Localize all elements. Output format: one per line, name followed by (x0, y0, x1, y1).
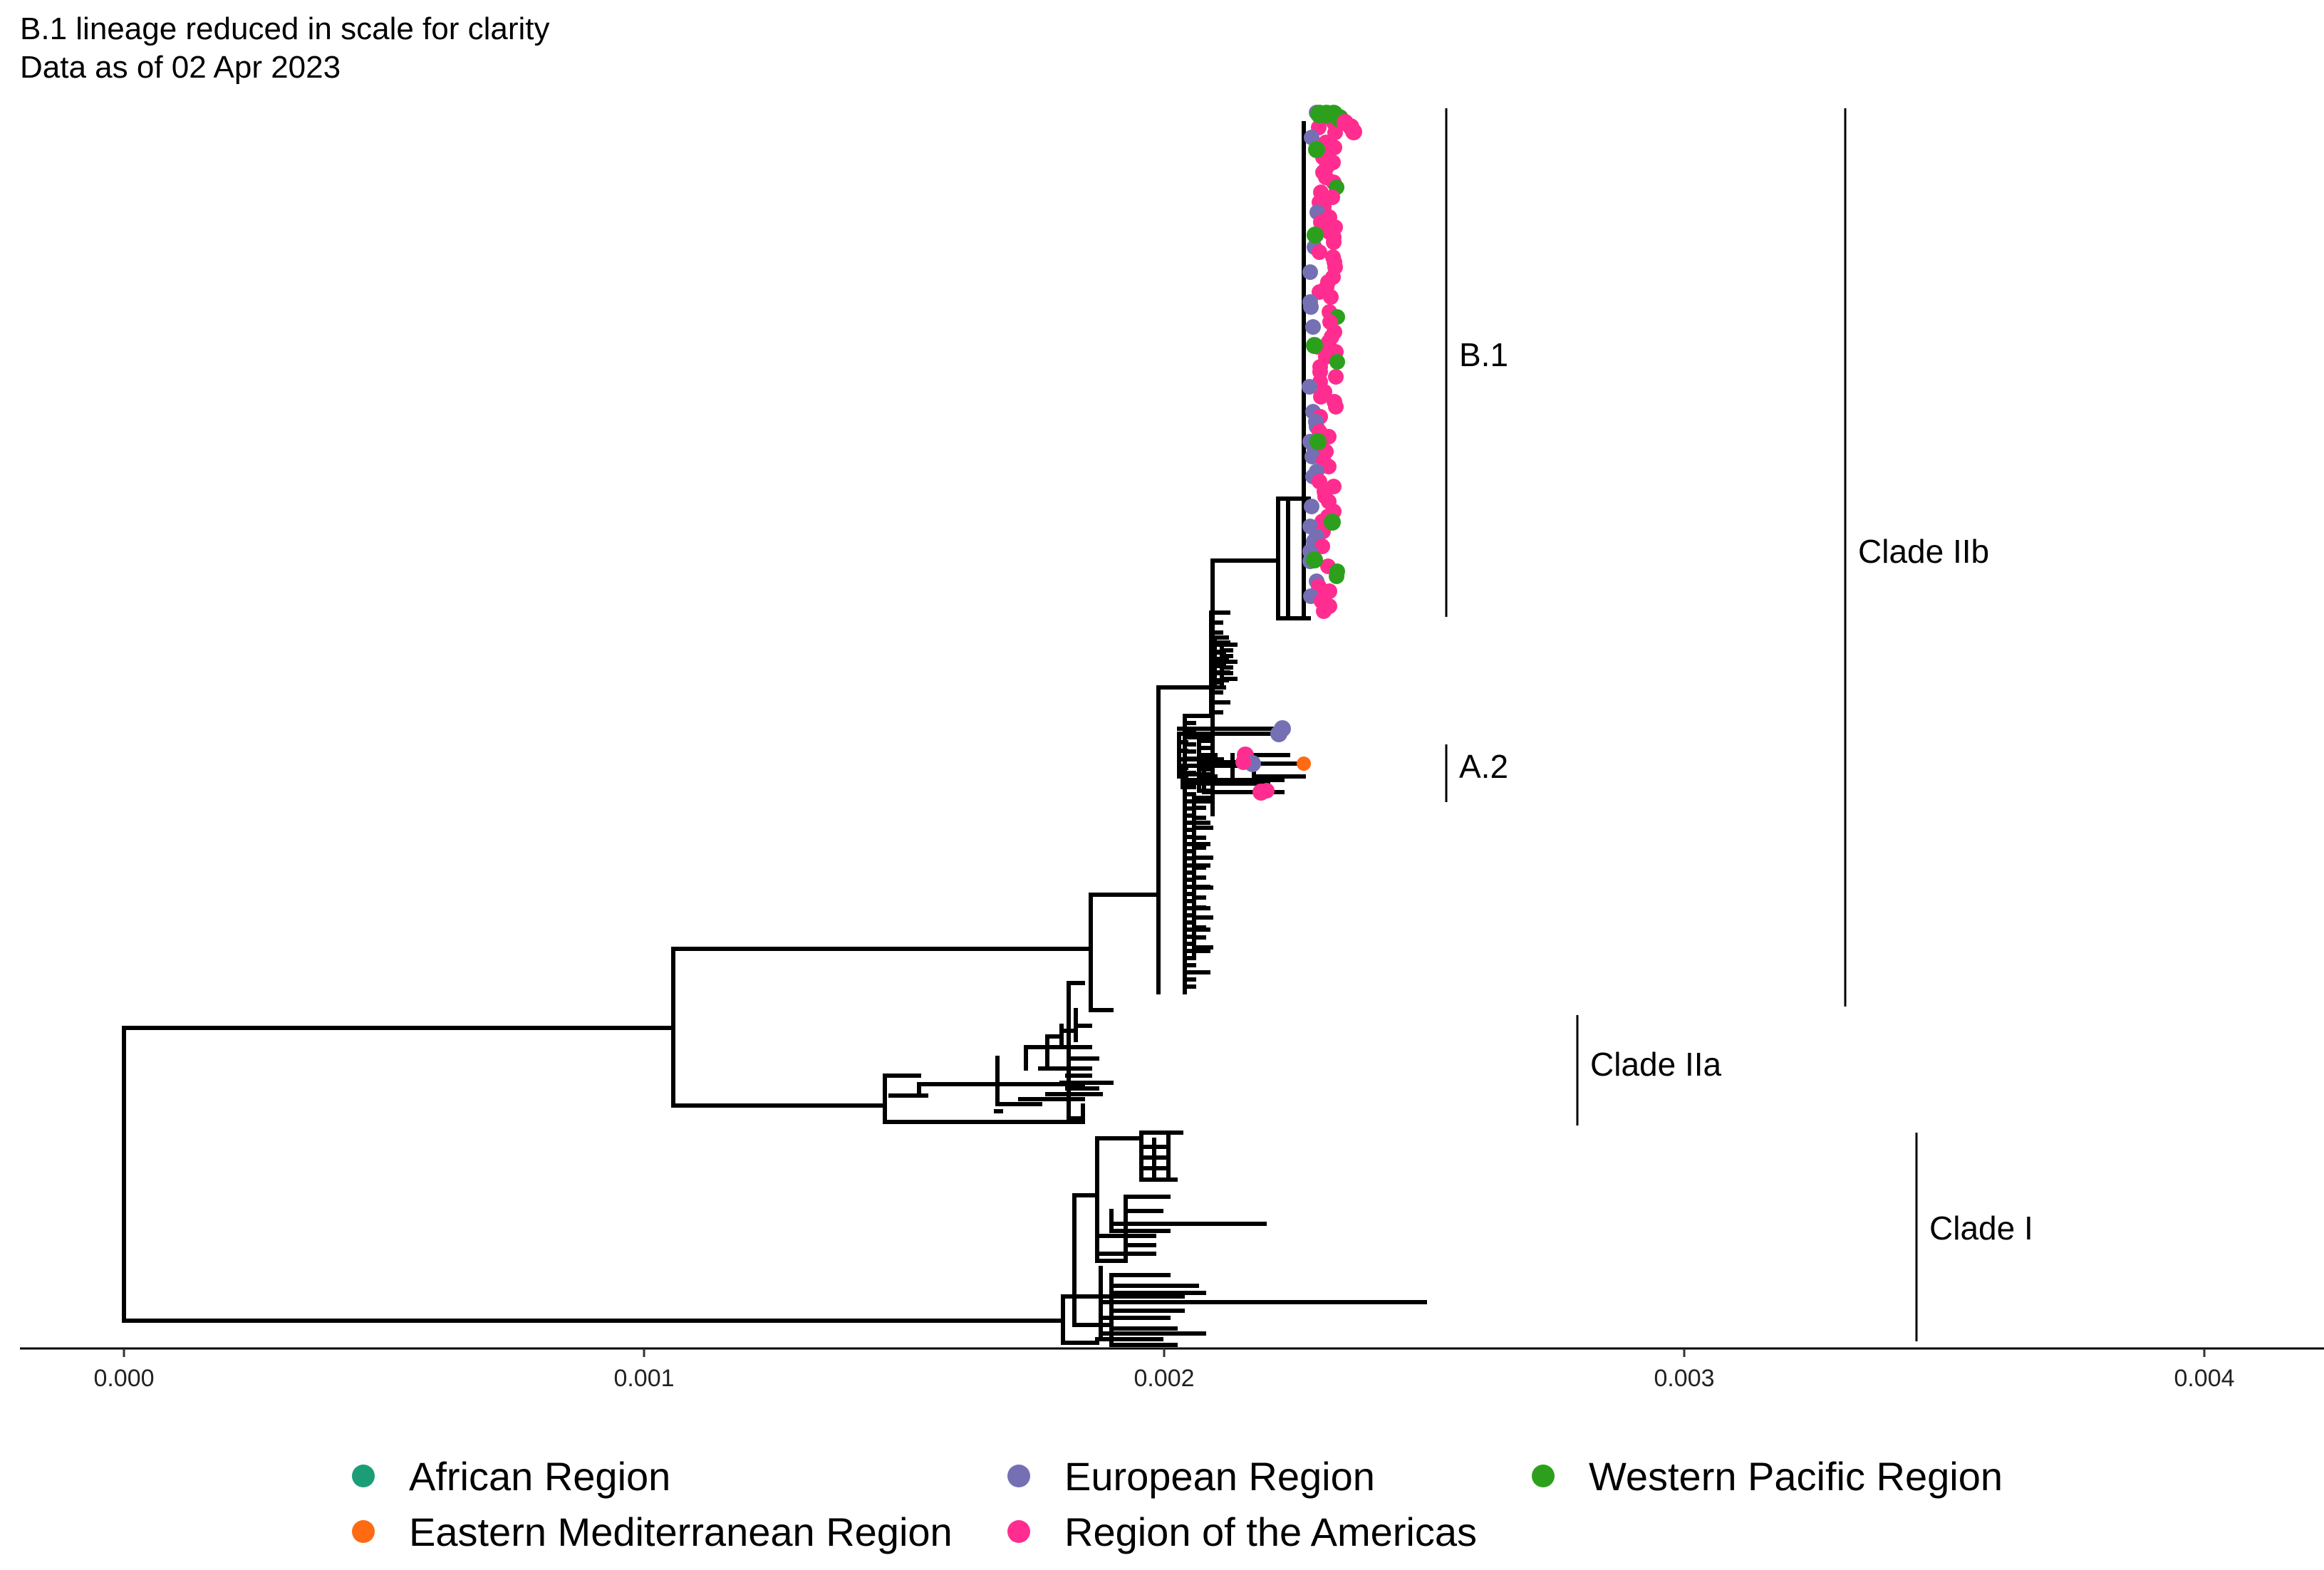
legend-label: Western Pacific Region (1589, 1454, 2003, 1499)
tip-point-a2 (1270, 725, 1287, 742)
legend-swatch (352, 1465, 375, 1487)
clade-label-4: Clade IIa (1590, 1046, 1722, 1083)
tree-tip-points (1235, 105, 1362, 801)
tip-point-b1 (1308, 141, 1325, 158)
tip-point-b1 (1326, 234, 1342, 250)
tip-point-a2 (1235, 754, 1251, 770)
x-tick-label: 0.004 (2174, 1365, 2234, 1392)
x-tick-label: 0.002 (1134, 1365, 1194, 1392)
tip-point-b1 (1314, 539, 1330, 554)
tip-point-b1 (1313, 389, 1329, 405)
legend-label: European Region (1064, 1454, 1375, 1499)
tip-point-b1 (1303, 299, 1319, 315)
tip-point-b1 (1329, 354, 1345, 370)
b1-backbone (1286, 121, 1311, 620)
x-tick-label: 0.003 (1654, 1365, 1714, 1392)
tip-point-b1 (1304, 499, 1319, 514)
tip-point-b1 (1329, 568, 1344, 584)
tip-point-b1 (1302, 379, 1317, 395)
tip-point-b1 (1306, 551, 1323, 568)
tip-point-b1 (1321, 459, 1337, 474)
legend-swatch (1532, 1465, 1555, 1487)
clade-label-2: A.2 (1459, 748, 1508, 785)
x-tick-label: 0.000 (93, 1365, 154, 1392)
legend: African Region Eastern Mediterranean Regi… (352, 1454, 2003, 1554)
x-axis: 0.000 0.001 0.002 0.003 0.004 (20, 1347, 2324, 1392)
legend-label: African Region (409, 1454, 670, 1499)
tree-branches (122, 121, 1427, 1347)
clade-annotations: B.1 A.2 Clade IIb Clade IIa Clade I (1445, 108, 2033, 1341)
x-tick-label: 0.001 (613, 1365, 674, 1392)
tip-point-b1 (1328, 369, 1344, 385)
tip-point-a2 (1297, 757, 1311, 771)
tip-point-b1 (1312, 244, 1327, 260)
tip-point-b1 (1309, 433, 1327, 450)
tip-point-b1 (1306, 337, 1323, 354)
legend-label: Eastern Mediterranean Region (409, 1509, 953, 1554)
tip-point-b1 (1307, 227, 1324, 244)
tip-point-a2 (1259, 783, 1275, 799)
legend-swatch (1007, 1465, 1030, 1487)
tip-point-b1 (1316, 603, 1332, 619)
tip-point-b1 (1327, 125, 1343, 140)
tip-point-b1 (1337, 114, 1354, 131)
clade-label-1: B.1 (1459, 336, 1508, 373)
tree-branch-paths (122, 497, 1427, 1347)
caption-line-1: B.1 lineage reduced in scale for clarity (20, 11, 550, 46)
tip-point-b1 (1302, 264, 1318, 280)
legend-swatch (1007, 1520, 1030, 1543)
tip-point-b1 (1328, 399, 1344, 415)
legend-swatch (352, 1520, 375, 1543)
legend-label: Region of the Americas (1064, 1509, 1477, 1554)
clade-label-5: Clade I (1929, 1210, 2033, 1247)
tip-point-b1 (1305, 319, 1321, 335)
tip-point-b1 (1323, 289, 1339, 305)
caption-line-2: Data as of 02 Apr 2023 (20, 50, 341, 85)
tip-point-b1 (1324, 514, 1341, 531)
clade-label-3: Clade IIb (1858, 533, 1989, 570)
